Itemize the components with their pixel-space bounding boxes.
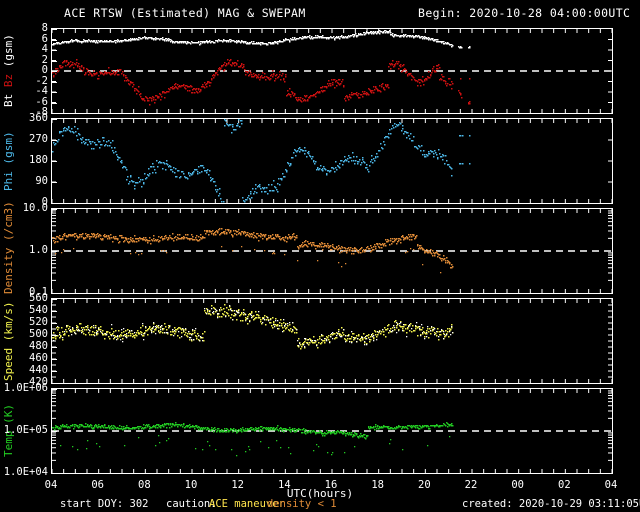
ytick-label: 520 bbox=[29, 316, 48, 328]
ytick-label: 420 bbox=[29, 376, 48, 388]
ytick-label: 480 bbox=[29, 340, 48, 352]
ytick-mark bbox=[52, 203, 57, 204]
ytick-mark bbox=[52, 71, 57, 72]
panel-swepam-speed bbox=[51, 298, 613, 384]
ytick-mark bbox=[52, 347, 57, 348]
ytick-mark bbox=[52, 251, 57, 252]
ytick-label: 1.0E+06 bbox=[3, 382, 48, 394]
ytick-label: 4 bbox=[41, 43, 48, 55]
plot-header: ACE RTSW (Estimated) MAG & SWEPAM Begin:… bbox=[0, 6, 640, 22]
ytick-mark bbox=[52, 209, 57, 210]
xtick-label: 20 bbox=[418, 479, 431, 491]
xtick-label: 06 bbox=[91, 479, 104, 491]
xtick-label: 08 bbox=[138, 479, 151, 491]
xtick-label: 12 bbox=[231, 479, 244, 491]
ytick-label: 2 bbox=[41, 53, 48, 66]
ytick-mark bbox=[52, 140, 57, 141]
ytick-mark bbox=[52, 383, 57, 384]
plot-area-temp bbox=[52, 389, 612, 473]
ytick-mark bbox=[52, 299, 57, 300]
ytick-mark bbox=[52, 50, 57, 51]
ytick-mark bbox=[52, 119, 57, 120]
ytick-label: -2 bbox=[35, 74, 48, 87]
ytick-mark bbox=[52, 113, 57, 114]
ytick-label: 360 bbox=[29, 112, 48, 124]
ytick-label: 270 bbox=[29, 133, 48, 145]
ytick-label: 1.0E+04 bbox=[3, 466, 48, 478]
begin-timestamp: Begin: 2020-10-28 04:00:00UTC bbox=[418, 6, 631, 20]
xtick-label: 02 bbox=[558, 479, 571, 491]
ytick-label: 500 bbox=[29, 328, 48, 340]
ytick-mark bbox=[52, 182, 57, 183]
ytick-label: 6 bbox=[41, 32, 48, 45]
ytick-label: 1.0 bbox=[29, 244, 48, 256]
ytick-label: 0 bbox=[41, 64, 48, 76]
panel-mag-bt-bz bbox=[51, 28, 613, 114]
ytick-mark bbox=[52, 311, 57, 312]
xtick-label: 22 bbox=[464, 479, 478, 491]
ytick-label: -4 bbox=[35, 85, 48, 97]
ytick-label: 540 bbox=[29, 304, 48, 316]
ytick-mark bbox=[52, 431, 57, 432]
xtick-label: 14 bbox=[278, 479, 291, 491]
ytick-mark bbox=[52, 293, 57, 294]
caution-low-density: density < 1 bbox=[267, 498, 337, 510]
ytick-mark bbox=[52, 92, 57, 93]
panel-mag-phi bbox=[51, 118, 613, 204]
ytick-mark bbox=[52, 161, 57, 162]
ytick-label: -6 bbox=[35, 95, 48, 108]
ytick-mark bbox=[52, 371, 57, 372]
x-axis-title: UTC(hours) bbox=[286, 487, 354, 500]
ytick-label: 460 bbox=[29, 352, 48, 364]
xtick-label: 04 bbox=[604, 479, 618, 491]
xtick-label: 18 bbox=[371, 479, 384, 491]
ytick-mark bbox=[52, 102, 57, 104]
ytick-mark bbox=[52, 389, 57, 390]
xtick-label: 10 bbox=[184, 479, 198, 491]
plot-area-speed bbox=[52, 299, 612, 383]
ytick-label: 10.0 bbox=[22, 202, 48, 214]
ytick-mark bbox=[52, 81, 57, 83]
plot-area-density bbox=[52, 209, 612, 293]
ytick-label: 0 bbox=[41, 196, 48, 208]
start-doy-label: start DOY: 302 bbox=[60, 498, 149, 510]
ytick-mark bbox=[52, 29, 57, 30]
ytick-mark bbox=[52, 359, 57, 360]
caution-label: caution: bbox=[166, 498, 217, 510]
x-axis-ticks: 04 06 08 10 12 14 16 18 20 22 00 02 04 bbox=[45, 476, 618, 491]
ytick-label: 440 bbox=[29, 364, 48, 376]
ytick-label: 560 bbox=[29, 292, 48, 304]
ytick-label: 180 bbox=[29, 154, 48, 166]
xtick-label: 00 bbox=[511, 479, 524, 491]
ytick-label: 1.0E+05 bbox=[3, 424, 48, 436]
xtick-label: 04 bbox=[44, 479, 58, 491]
panel-swepam-density bbox=[51, 208, 613, 294]
created-timestamp: created: 2020-10-29 03:11:05UTC bbox=[462, 498, 640, 510]
caution-ace-maneuver: ACE maneuver bbox=[209, 498, 285, 510]
plot-area-bt-bz bbox=[52, 29, 612, 113]
ytick-mark bbox=[52, 39, 57, 41]
panel-swepam-temp bbox=[51, 388, 613, 474]
ytick-mark bbox=[52, 473, 57, 474]
ytick-label: -8 bbox=[35, 106, 48, 118]
ytick-mark bbox=[52, 335, 57, 336]
ytick-label: 0.1 bbox=[29, 286, 48, 298]
ytick-label: 90 bbox=[35, 175, 48, 187]
xtick-label: 16 bbox=[324, 479, 338, 491]
ytick-label: 8 bbox=[41, 22, 48, 34]
ytick-mark bbox=[52, 60, 57, 62]
ytick-mark bbox=[52, 323, 57, 324]
page-title: ACE RTSW (Estimated) MAG & SWEPAM bbox=[64, 6, 306, 20]
plot-area-phi bbox=[52, 119, 612, 203]
